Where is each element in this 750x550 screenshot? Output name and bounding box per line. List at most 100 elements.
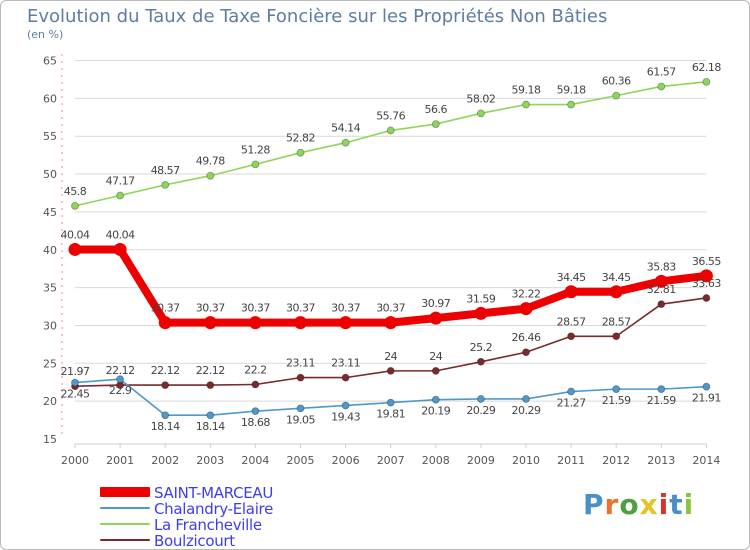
data-point bbox=[341, 373, 350, 382]
data-point bbox=[612, 91, 621, 100]
data-label: 23.11 bbox=[286, 357, 315, 370]
data-point bbox=[567, 100, 575, 109]
data-label: 62.18 bbox=[692, 61, 721, 74]
legend-label-boulzicourt: Boulzicourt bbox=[154, 532, 235, 550]
data-label: 22.12 bbox=[151, 364, 180, 377]
data-label: 30.37 bbox=[196, 302, 225, 315]
data-label: 22.12 bbox=[106, 364, 135, 377]
data-point bbox=[251, 407, 260, 416]
data-label: 22.45 bbox=[61, 388, 90, 401]
data-label: 20.29 bbox=[512, 404, 541, 417]
data-label: 31.59 bbox=[466, 292, 495, 305]
data-point bbox=[431, 120, 440, 128]
logo-letter: o bbox=[619, 488, 640, 521]
data-point bbox=[386, 126, 395, 135]
data-label: 56.6 bbox=[425, 103, 448, 116]
data-label: 19.81 bbox=[376, 408, 405, 421]
x-tick-label: 2004 bbox=[241, 454, 269, 467]
data-point bbox=[702, 77, 711, 86]
data-point bbox=[113, 242, 127, 256]
data-label: 19.05 bbox=[286, 413, 315, 426]
data-label: 19.43 bbox=[331, 410, 360, 423]
logo-letter: x bbox=[639, 488, 659, 521]
data-label: 32.22 bbox=[512, 288, 541, 301]
data-point bbox=[699, 269, 713, 283]
data-label: 55.76 bbox=[376, 109, 405, 122]
data-label: 34.45 bbox=[602, 271, 631, 284]
y-tick-label: 55 bbox=[43, 130, 57, 143]
data-label: 18.68 bbox=[241, 416, 270, 429]
data-label: 28.57 bbox=[557, 315, 586, 328]
data-point bbox=[609, 285, 623, 299]
data-label: 20.19 bbox=[421, 405, 450, 418]
x-tick-label: 2007 bbox=[377, 454, 405, 467]
logo-letter: t bbox=[669, 488, 684, 521]
data-label: 21.91 bbox=[692, 392, 721, 405]
y-tick-label: 25 bbox=[43, 357, 57, 370]
y-tick-label: 60 bbox=[43, 92, 57, 105]
data-point bbox=[206, 171, 215, 180]
data-label: 24 bbox=[384, 350, 397, 363]
data-label: 30.97 bbox=[421, 297, 450, 310]
y-axis-unit: (en %) bbox=[27, 28, 64, 41]
legend-label-saint-marceau: SAINT-MARCEAU bbox=[154, 484, 274, 502]
data-label: 60.36 bbox=[602, 75, 631, 88]
data-point bbox=[296, 404, 305, 413]
data-label: 22.2 bbox=[244, 363, 267, 376]
data-label: 49.78 bbox=[196, 155, 225, 168]
data-point bbox=[522, 100, 530, 109]
data-point bbox=[476, 357, 485, 366]
data-point bbox=[161, 381, 170, 390]
x-tick-label: 2002 bbox=[151, 454, 179, 467]
x-tick-label: 2005 bbox=[287, 454, 315, 467]
data-point bbox=[116, 191, 124, 200]
data-label: 34.45 bbox=[557, 271, 586, 284]
series-line bbox=[74, 81, 708, 207]
legend-swatch-la-francheville bbox=[100, 523, 150, 525]
y-tick-label: 65 bbox=[43, 55, 57, 68]
data-label: 22.12 bbox=[196, 364, 225, 377]
data-label: 30.37 bbox=[331, 302, 360, 315]
data-point bbox=[522, 348, 530, 357]
data-point bbox=[68, 242, 82, 256]
data-label: 40.04 bbox=[61, 228, 90, 241]
data-point bbox=[612, 385, 621, 394]
data-label: 54.14 bbox=[331, 122, 360, 135]
data-point bbox=[702, 294, 711, 302]
x-tick-label: 2003 bbox=[196, 454, 224, 467]
y-tick-label: 20 bbox=[43, 395, 57, 408]
data-label: 26.46 bbox=[512, 331, 541, 344]
legend-swatch-chalandry-elaire bbox=[100, 507, 150, 509]
data-point bbox=[429, 311, 443, 325]
logo-letter: r bbox=[604, 488, 620, 521]
data-label: 30.37 bbox=[151, 302, 180, 315]
data-point bbox=[71, 378, 79, 387]
data-label: 28.57 bbox=[602, 315, 631, 328]
data-label: 59.18 bbox=[512, 84, 541, 97]
y-tick-label: 40 bbox=[43, 244, 57, 257]
data-point bbox=[161, 180, 170, 189]
data-point bbox=[386, 398, 395, 407]
logo-letter: i bbox=[658, 488, 670, 521]
data-point bbox=[476, 109, 485, 118]
data-point bbox=[564, 285, 578, 299]
data-label: 30.37 bbox=[376, 302, 405, 315]
x-tick-label: 2011 bbox=[557, 454, 585, 467]
data-point bbox=[474, 306, 488, 320]
x-tick-label: 2012 bbox=[602, 454, 630, 467]
x-tick-label: 2009 bbox=[467, 454, 495, 467]
y-tick-label: 15 bbox=[43, 433, 57, 446]
logo-letter: i bbox=[683, 488, 695, 521]
data-point bbox=[476, 395, 485, 403]
data-label: 21.27 bbox=[557, 397, 586, 410]
data-point bbox=[206, 381, 215, 390]
data-point bbox=[248, 316, 262, 330]
data-point bbox=[384, 316, 398, 330]
x-tick-label: 2010 bbox=[512, 454, 540, 467]
proxiti-logo: Proxiti bbox=[583, 488, 694, 521]
data-label: 23.11 bbox=[331, 357, 360, 370]
data-point bbox=[251, 160, 260, 169]
y-tick-label: 35 bbox=[43, 282, 57, 295]
data-point bbox=[161, 411, 170, 420]
data-point bbox=[657, 385, 666, 394]
